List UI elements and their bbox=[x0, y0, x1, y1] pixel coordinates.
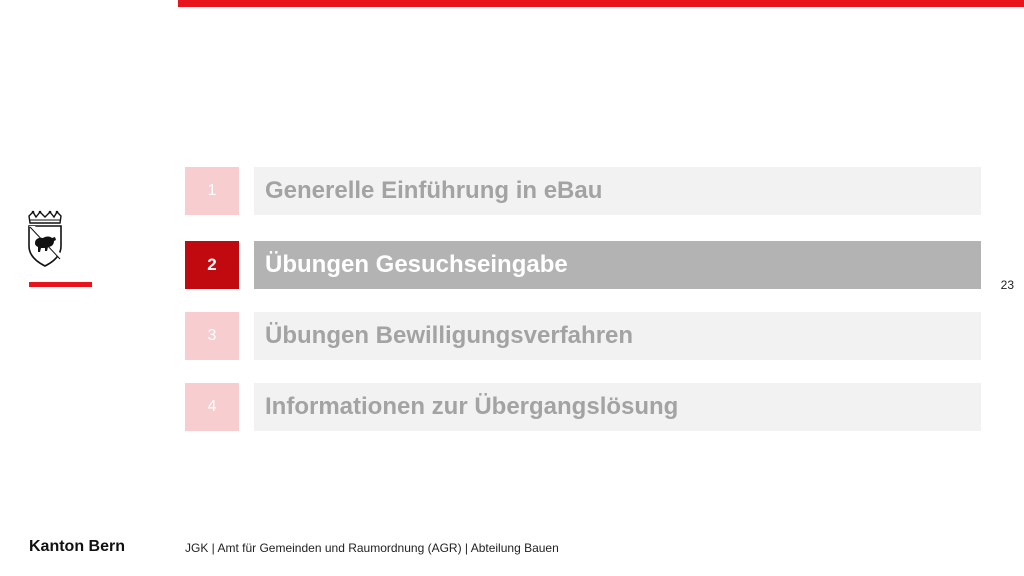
logo-underline-bar bbox=[29, 282, 92, 287]
agenda-item-label-active: Übungen Gesuchseingabe bbox=[254, 241, 981, 289]
agenda-list: 1 Generelle Einführung in eBau 2 Übungen… bbox=[185, 0, 981, 576]
agenda-item-number: 3 bbox=[185, 312, 239, 360]
agenda-item-4: 4 Informationen zur Übergangslösung bbox=[185, 383, 981, 431]
agenda-item-1: 1 Generelle Einführung in eBau bbox=[185, 167, 981, 215]
agenda-item-number: 1 bbox=[185, 167, 239, 215]
bern-coat-of-arms-icon bbox=[26, 210, 64, 268]
agenda-item-label: Übungen Bewilligungsverfahren bbox=[254, 312, 981, 360]
agenda-item-label: Informationen zur Übergangslösung bbox=[254, 383, 981, 431]
page-number: 23 bbox=[1000, 278, 1014, 292]
agenda-item-2: 2 Übungen Gesuchseingabe bbox=[185, 241, 981, 289]
agenda-item-3: 3 Übungen Bewilligungsverfahren bbox=[185, 312, 981, 360]
agenda-item-number-active: 2 bbox=[185, 241, 239, 289]
agenda-item-label: Generelle Einführung in eBau bbox=[254, 167, 981, 215]
footer-brand: Kanton Bern bbox=[29, 538, 125, 555]
agenda-item-number: 4 bbox=[185, 383, 239, 431]
footer-text: JGK | Amt für Gemeinden und Raumordnung … bbox=[185, 541, 559, 555]
top-accent-bar bbox=[178, 0, 1024, 7]
